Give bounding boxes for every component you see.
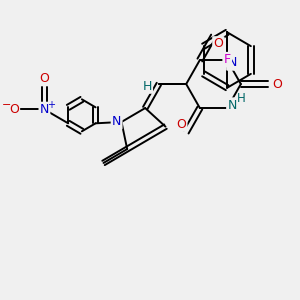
Text: N: N xyxy=(40,103,49,116)
Text: N: N xyxy=(227,56,237,70)
Text: +: + xyxy=(47,100,55,110)
Text: N: N xyxy=(227,99,237,112)
Text: N: N xyxy=(112,116,121,128)
Text: O: O xyxy=(9,103,19,116)
Text: H: H xyxy=(142,80,152,92)
Text: O: O xyxy=(272,77,282,91)
Text: F: F xyxy=(224,53,231,66)
Text: O: O xyxy=(40,72,50,85)
Text: −: − xyxy=(2,100,11,110)
Text: H: H xyxy=(236,92,245,105)
Text: O: O xyxy=(214,38,223,50)
Text: O: O xyxy=(176,118,186,131)
